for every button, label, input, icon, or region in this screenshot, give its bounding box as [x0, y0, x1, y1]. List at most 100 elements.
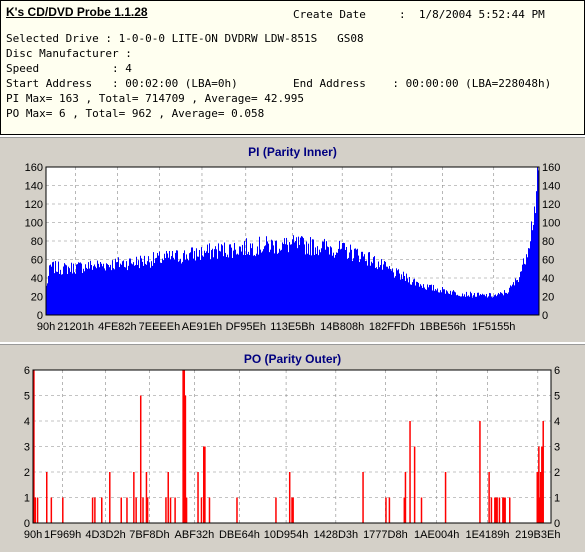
- pi-bar: [482, 293, 483, 315]
- pi-bar: [430, 284, 431, 315]
- pi-bar: [125, 267, 126, 315]
- pi-bar: [317, 246, 318, 315]
- pi-bar: [163, 260, 164, 315]
- pi-bar: [233, 250, 234, 315]
- pi-bar: [237, 253, 238, 315]
- y-tick-label-left: 160: [25, 162, 43, 174]
- pi-bar: [245, 254, 246, 315]
- po-bar: [91, 497, 94, 523]
- pi-bar: [480, 294, 481, 315]
- pi-bar: [477, 292, 478, 315]
- pi-bar: [266, 236, 267, 315]
- pi-bar: [155, 258, 156, 315]
- pi-bar: [212, 248, 213, 315]
- y-tick-label-right: 60: [542, 255, 554, 267]
- pi-bar: [173, 257, 174, 315]
- po-bar: [94, 497, 96, 523]
- pi-bar: [352, 261, 353, 315]
- y-tick-label-left: 140: [25, 181, 43, 193]
- po-bar: [50, 497, 53, 523]
- x-tick-label: 14B808h: [320, 321, 364, 333]
- pi-bar: [441, 292, 442, 315]
- po-summary: PO Max= 6 , Total= 962 , Average= 0.058: [6, 107, 265, 120]
- y-tick-label-right: 80: [542, 236, 554, 248]
- pi-bar: [68, 266, 69, 315]
- pi-bar: [229, 244, 230, 315]
- pi-bar: [327, 246, 328, 315]
- pi-bar: [250, 243, 251, 315]
- pi-bar: [207, 244, 208, 315]
- speed: Speed : 4: [6, 62, 132, 75]
- pi-bar: [476, 296, 477, 315]
- pi-bar: [281, 249, 282, 315]
- pi-bar: [269, 252, 270, 315]
- pi-bar: [249, 254, 250, 315]
- po-bar: [120, 497, 122, 523]
- pi-bar: [93, 266, 94, 315]
- po-bar: [479, 421, 481, 523]
- x-tick-label: 219B3Eh: [515, 529, 560, 541]
- pi-bar: [357, 248, 358, 315]
- po-bar: [174, 497, 176, 523]
- pi-bar: [198, 256, 199, 315]
- pi-bar: [282, 242, 283, 315]
- pi-bar: [353, 258, 354, 315]
- pi-bar: [262, 251, 263, 315]
- pi-bar: [146, 264, 147, 315]
- pi-bar: [148, 256, 149, 315]
- po-bar: [541, 446, 543, 523]
- y-tick-label-left: 4: [24, 416, 30, 428]
- po-bar: [36, 497, 39, 523]
- pi-bar: [361, 251, 362, 315]
- x-tick-label: 10D954h: [264, 529, 309, 541]
- pi-bar: [351, 249, 352, 315]
- pi-bar: [458, 295, 459, 315]
- pi-bar: [213, 257, 214, 315]
- x-tick-label: 90h: [37, 321, 55, 333]
- pi-bar: [536, 191, 537, 315]
- pi-bar: [287, 244, 288, 315]
- pi-bar: [454, 291, 455, 315]
- pi-bar: [510, 285, 511, 315]
- pi-bar: [502, 293, 503, 315]
- pi-bar: [276, 240, 277, 315]
- pi-bar: [398, 269, 399, 315]
- po-bar: [538, 446, 540, 523]
- pi-bar: [387, 266, 388, 315]
- pi-bar: [521, 271, 522, 315]
- y-tick-label-left: 0: [24, 518, 30, 530]
- pi-bar: [116, 262, 117, 315]
- pi-bar: [492, 297, 493, 315]
- pi-bar: [465, 296, 466, 315]
- pi-bar: [386, 266, 387, 315]
- pi-bar: [143, 265, 144, 315]
- x-tick-label: 1AE004h: [414, 529, 459, 541]
- pi-bar: [75, 273, 76, 315]
- pi-bar: [246, 238, 247, 315]
- pi-bar: [300, 237, 301, 315]
- x-tick-label: 21201h: [57, 321, 94, 333]
- pi-bar: [289, 242, 290, 315]
- pi-bar: [50, 264, 51, 315]
- pi-bar: [429, 284, 430, 315]
- pi-bar: [263, 249, 264, 315]
- pi-bar: [176, 250, 177, 315]
- y-tick-label-left: 5: [24, 391, 30, 403]
- pi-bar: [55, 261, 56, 315]
- po-bar: [169, 497, 172, 523]
- y-tick-label-right: 0: [542, 310, 548, 322]
- plot-border: [32, 369, 552, 524]
- y-tick-label-right: 120: [542, 199, 560, 211]
- pi-bar: [515, 278, 516, 315]
- pi-bar: [194, 251, 195, 315]
- po-bar: [490, 497, 493, 523]
- pi-bar: [121, 264, 122, 315]
- pi-bar: [505, 292, 506, 315]
- pi-bar: [392, 268, 393, 315]
- pi-bar: [318, 255, 319, 315]
- po-bar: [146, 497, 149, 523]
- y-tick-label-right: 2: [554, 467, 560, 479]
- pi-bar: [370, 265, 371, 315]
- pi-bar: [537, 167, 538, 315]
- pi-bar: [257, 246, 258, 315]
